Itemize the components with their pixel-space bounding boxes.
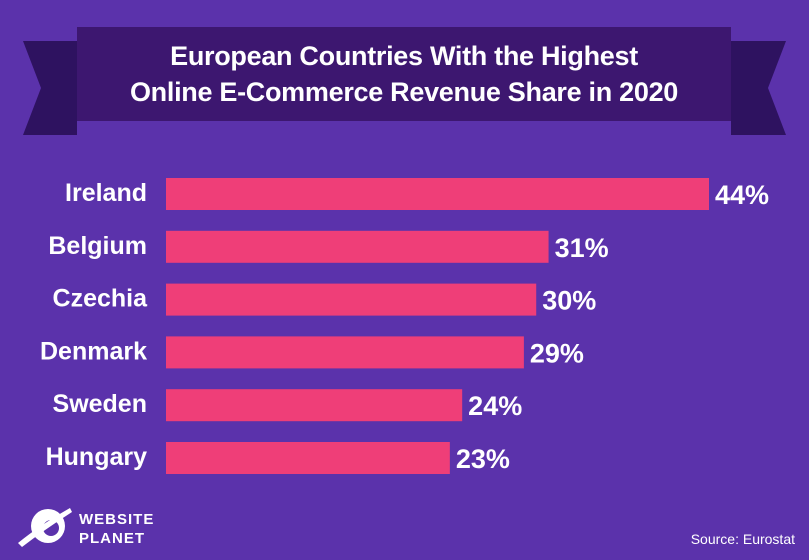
logo-text: WEBSITE PLANET — [79, 510, 154, 548]
value-label: 30% — [542, 286, 596, 316]
category-label: Czechia — [53, 285, 149, 313]
ribbon-left — [23, 41, 77, 135]
value-label: 31% — [555, 233, 609, 263]
value-label: 23% — [456, 444, 510, 474]
chart-title: European Countries With the Highest Onli… — [77, 27, 731, 121]
category-label: Belgium — [48, 232, 147, 260]
title-banner — [77, 27, 731, 121]
value-label: 24% — [468, 391, 522, 421]
bar-ireland — [166, 178, 709, 210]
ribbon-right — [731, 41, 786, 135]
logo-line-1: WEBSITE — [79, 511, 155, 528]
category-label: Hungary — [46, 443, 148, 471]
bar-czechia — [166, 283, 537, 316]
title-line-2: Online E-Commerce Revenue Share in 2020 — [129, 77, 679, 107]
logo-line-2: PLANET — [79, 530, 145, 547]
title-line-1: European Countries With the Highest — [170, 41, 638, 71]
website-planet-logo-icon — [18, 508, 72, 547]
category-label: Sweden — [53, 390, 147, 418]
bar-belgium — [166, 230, 549, 263]
bar-sweden — [166, 389, 463, 422]
value-label: 44% — [715, 180, 769, 210]
bar-hungary — [166, 442, 450, 474]
category-label: Denmark — [40, 337, 147, 365]
value-label: 29% — [530, 338, 584, 368]
category-label: Ireland — [65, 179, 147, 207]
source-note: Source: Eurostat — [690, 531, 795, 547]
bar-denmark — [166, 336, 524, 369]
